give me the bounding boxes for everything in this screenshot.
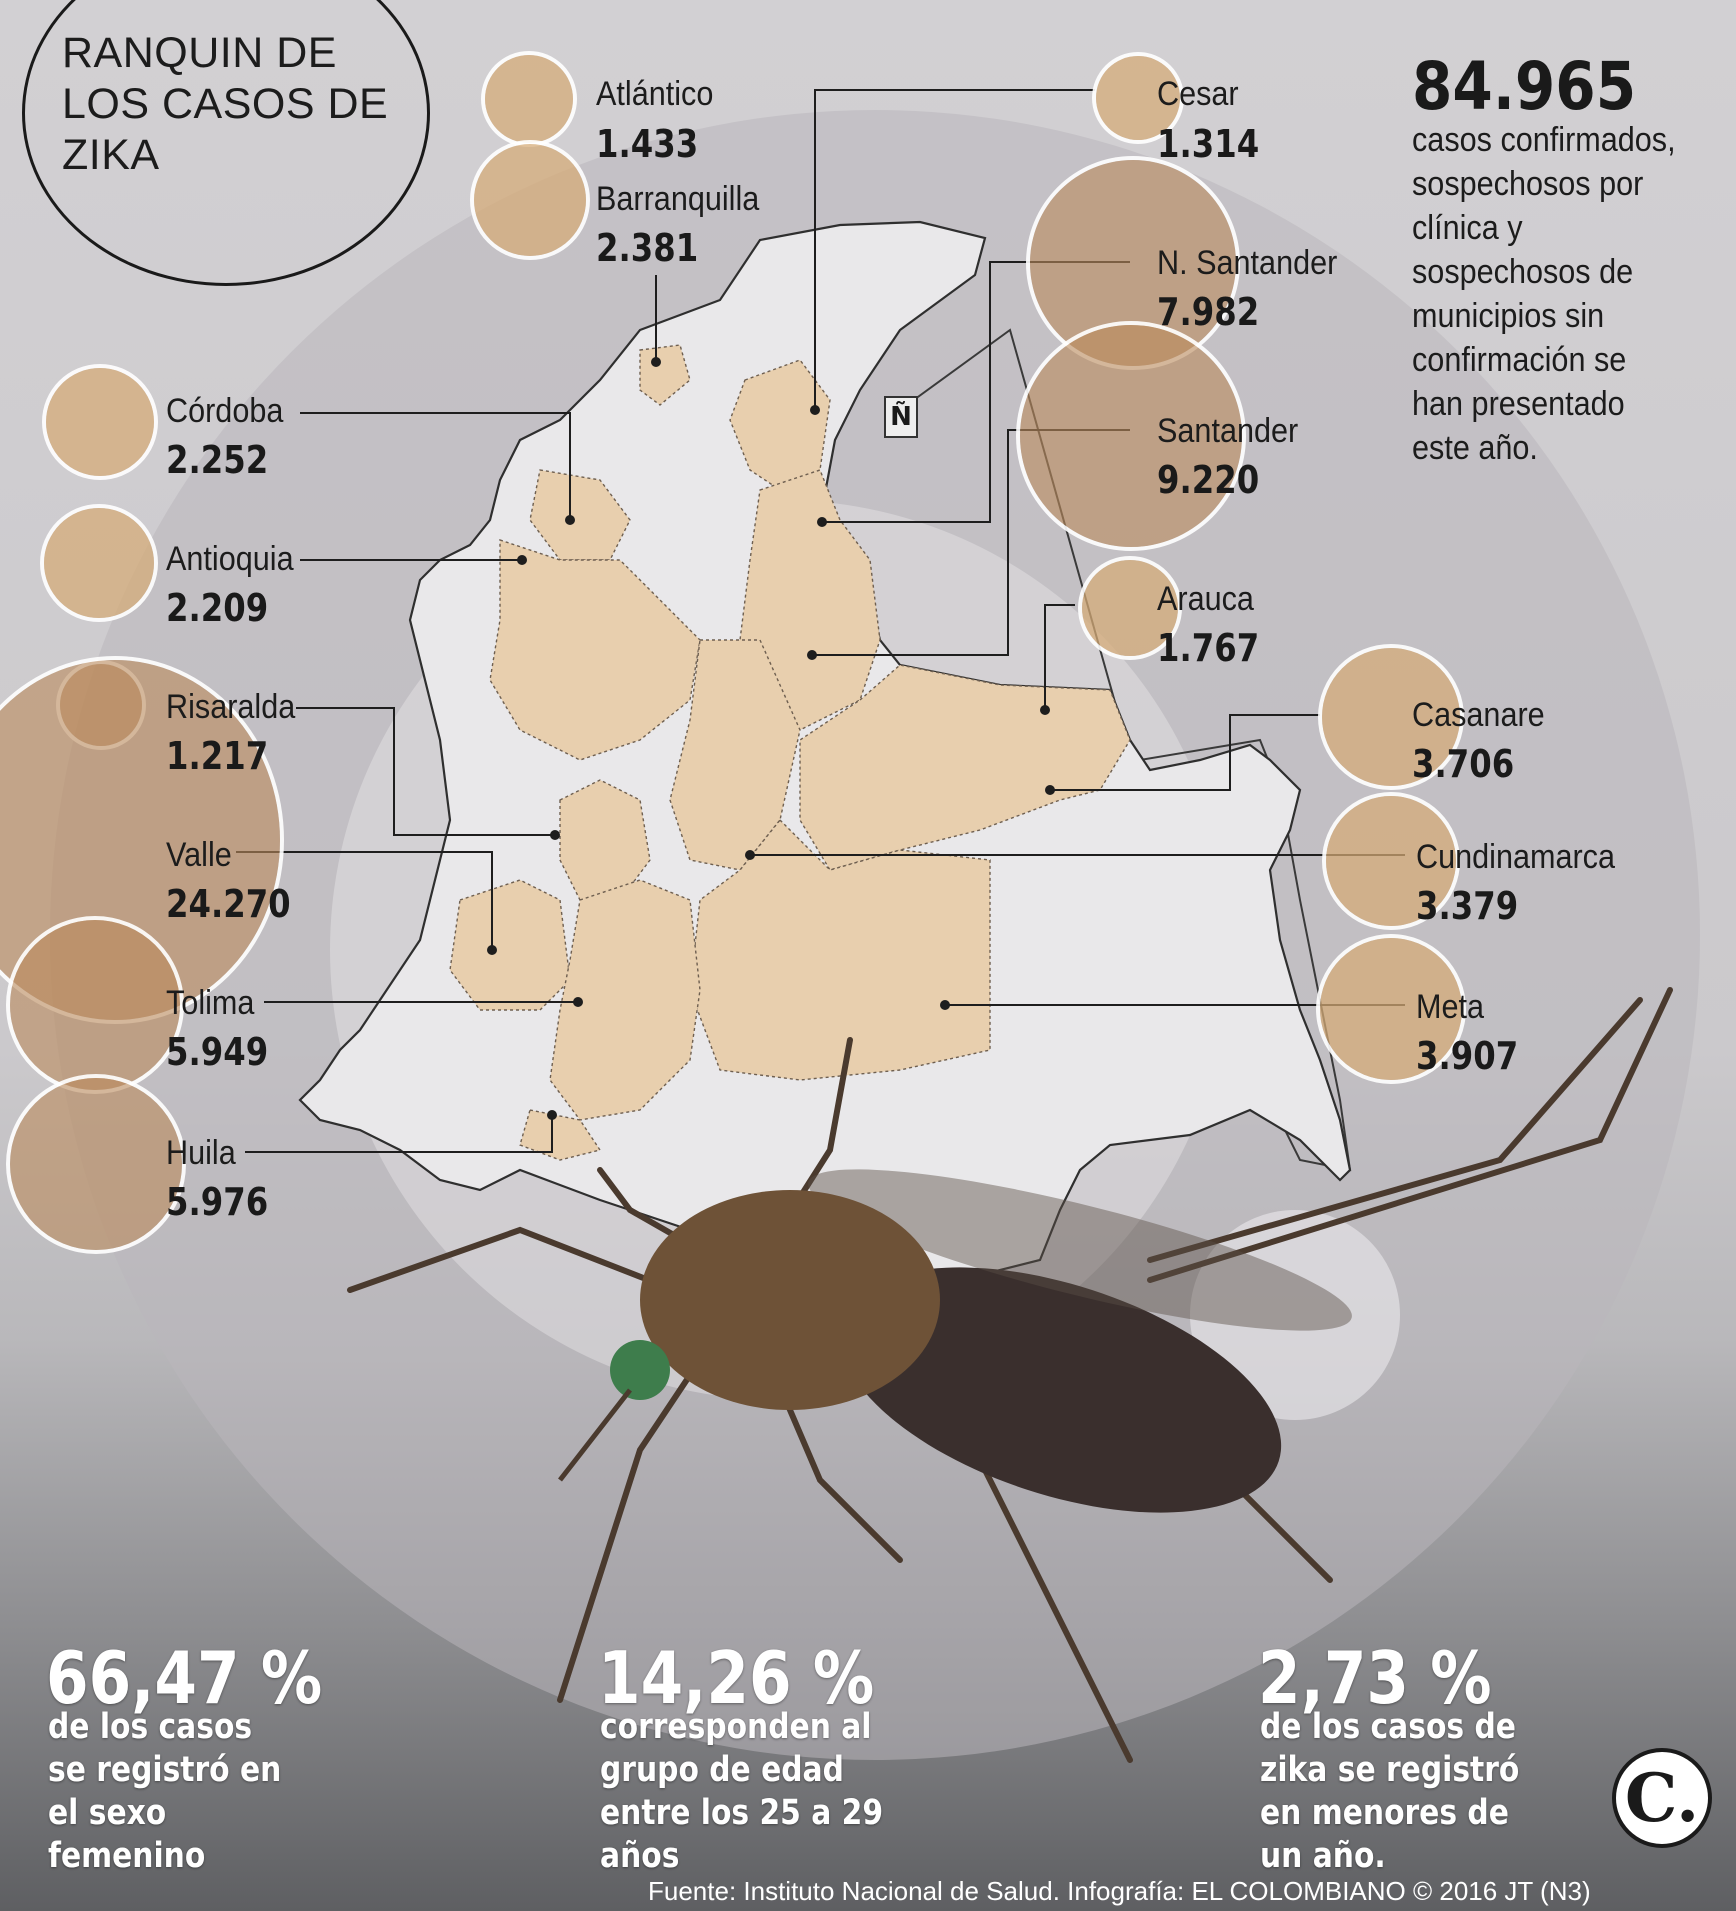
mosquito-proboscis — [558, 1388, 632, 1482]
el-colombiano-logo: C. — [1612, 1748, 1712, 1848]
label-meta: Meta — [1416, 988, 1485, 1026]
value-tolima: 5.949 — [166, 1030, 269, 1074]
page-title: RANQUIN DE LOS CASOS DE ZIKA — [62, 29, 389, 179]
label-santander: Santander — [1157, 412, 1299, 450]
bubble-meta — [1320, 938, 1462, 1080]
value-arauca: 1.767 — [1157, 626, 1260, 670]
logo-letter: C. — [1624, 1759, 1700, 1837]
bubble-barranquilla — [474, 144, 586, 256]
label-cundinamarca: Cundinamarca — [1416, 838, 1616, 876]
value-valle: 24.270 — [166, 882, 291, 926]
value-cesar: 1.314 — [1157, 122, 1260, 166]
total-cases-description: casos confirmados, sospechosos por clíni… — [1412, 121, 1676, 467]
source-credit: Fuente: Instituto Nacional de Salud. Inf… — [648, 1876, 1591, 1906]
dept-south — [519, 1109, 602, 1161]
north-indicator: Ñ — [884, 396, 918, 438]
label-casanare: Casanare — [1412, 696, 1545, 734]
label-tolima: Tolima — [166, 984, 255, 1022]
value-casanare: 3.706 — [1412, 742, 1515, 786]
bubble-arauca — [1082, 560, 1178, 656]
mosquito-eye — [610, 1340, 670, 1400]
dept-cordoba — [529, 469, 631, 561]
value-cundinamarca: 3.379 — [1416, 884, 1519, 928]
value-huila: 5.976 — [166, 1180, 269, 1224]
mosquito-abdomen — [838, 1267, 1282, 1513]
stat-female-description: de los casos se registró en el sexo feme… — [48, 1707, 282, 1876]
dept-llanos — [799, 664, 1131, 871]
stat-infants-description: de los casos de zika se registró en meno… — [1260, 1707, 1520, 1876]
stat-infants-value: 2,73 % — [1258, 1636, 1492, 1720]
label-cesar: Cesar — [1157, 75, 1239, 113]
dept-eje-cafetero — [559, 779, 651, 901]
total-cases-value: 84.965 — [1412, 48, 1637, 125]
mosquito-thorax — [640, 1190, 940, 1410]
dept-tolima-huila — [549, 879, 701, 1121]
bubble-cundinamarca — [1326, 796, 1456, 926]
label-arauca: Arauca — [1157, 580, 1254, 618]
bubble-atlantico — [485, 55, 573, 143]
bubble-antioquia — [44, 508, 154, 618]
dept-antioquia — [489, 539, 701, 761]
dept-meta — [689, 818, 991, 1081]
value-n-santander: 7.982 — [1157, 290, 1260, 334]
bubble-cordoba — [46, 368, 154, 476]
label-valle: Valle — [166, 836, 232, 874]
label-cordoba: Córdoba — [166, 392, 284, 430]
value-atlantico: 1.433 — [596, 122, 699, 166]
label-n-santander: N. Santander — [1157, 244, 1338, 282]
label-huila: Huila — [166, 1134, 236, 1172]
dept-santanderes — [739, 469, 881, 731]
dept-caribbean-north — [729, 359, 831, 491]
stat-female-value: 66,47 % — [46, 1636, 323, 1720]
value-cordoba: 2.252 — [166, 438, 269, 482]
dept-valle — [449, 879, 571, 1011]
bubble-casanare — [1322, 648, 1460, 786]
label-barranquilla: Barranquilla — [596, 180, 760, 218]
label-risaralda: Risaralda — [166, 688, 296, 726]
label-antioquia: Antioquia — [166, 540, 294, 578]
value-risaralda: 1.217 — [166, 734, 269, 778]
bubble-cesar — [1096, 56, 1180, 140]
stat-age-group-description: corresponden al grupo de edad entre los … — [600, 1707, 884, 1876]
bubble-tolima — [10, 920, 180, 1090]
leader-dots — [487, 357, 1055, 1120]
mosquito-wing — [808, 1169, 1352, 1331]
bubble-huila — [10, 1078, 182, 1250]
value-santander: 9.220 — [1157, 458, 1260, 502]
value-meta: 3.907 — [1416, 1034, 1519, 1078]
value-barranquilla: 2.381 — [596, 226, 699, 270]
stat-age-group-value: 14,26 % — [598, 1636, 875, 1720]
bubble-santander — [1020, 325, 1242, 547]
value-antioquia: 2.209 — [166, 586, 269, 630]
label-atlantico: Atlántico — [596, 75, 714, 113]
